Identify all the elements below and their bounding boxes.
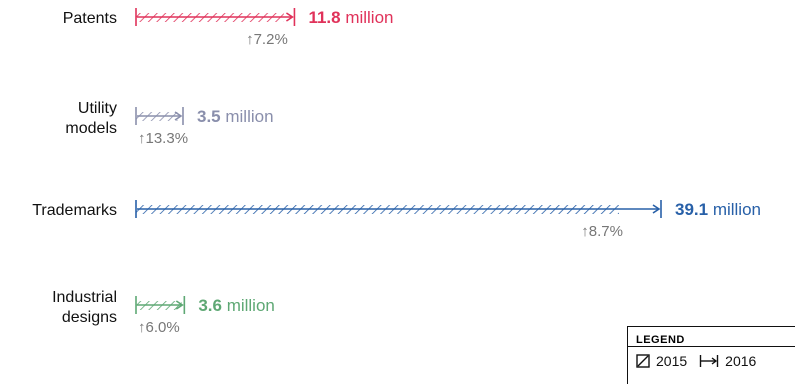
arrow-span-icon <box>699 355 719 367</box>
category-group-0: Patents 11.8 million ↑7.2% <box>63 8 394 48</box>
span-arrowhead <box>652 204 661 214</box>
value-unit: million <box>221 107 274 126</box>
value-number: 3.5 <box>197 107 221 126</box>
value-label: 11.8 million <box>308 8 393 27</box>
growth-label: ↑8.7% <box>581 223 623 240</box>
value-label: 39.1 million <box>675 200 761 219</box>
span-arrowhead <box>285 12 294 22</box>
value-unit: million <box>222 296 275 315</box>
value-label: 3.5 million <box>197 107 274 126</box>
legend-label-2016: 2016 <box>725 353 757 369</box>
legend-item-2015: 2015 <box>636 353 687 369</box>
category-group-2: Trademarks 39.1 million ↑8.7% <box>32 200 761 240</box>
span-arrowhead <box>174 111 183 121</box>
legend-label-2015: 2015 <box>656 353 688 369</box>
category-label: Patents <box>63 10 117 27</box>
category-label: Utility <box>78 100 117 117</box>
value-number: 39.1 <box>675 200 708 219</box>
span-arrowhead <box>175 300 184 310</box>
legend-title: LEGEND <box>628 327 795 347</box>
legend: LEGEND 2015 2016 <box>627 326 795 384</box>
value-unit: million <box>708 200 761 219</box>
legend-row: 2015 2016 <box>628 347 795 369</box>
value-unit: million <box>341 8 394 27</box>
hatched-box-icon <box>636 354 650 368</box>
category-group-3: Industrial designs 3.6 million ↑6.0% <box>52 289 275 336</box>
category-label: designs <box>62 309 117 326</box>
growth-label: ↑6.0% <box>138 319 180 336</box>
growth-label: ↑13.3% <box>138 130 188 147</box>
growth-label: ↑7.2% <box>246 31 288 48</box>
category-label: models <box>65 120 117 137</box>
category-group-1: Utility models 3.5 million ↑13.3% <box>65 100 273 147</box>
category-label: Industrial <box>52 289 117 306</box>
category-label: Trademarks <box>32 202 117 219</box>
legend-item-2016: 2016 <box>699 353 756 369</box>
value-number: 11.8 <box>308 8 340 27</box>
value-number: 3.6 <box>198 296 222 315</box>
value-label: 3.6 million <box>198 296 275 315</box>
chart-marks: Patents 11.8 million ↑7.2% Utility models 3.5… <box>32 8 761 336</box>
